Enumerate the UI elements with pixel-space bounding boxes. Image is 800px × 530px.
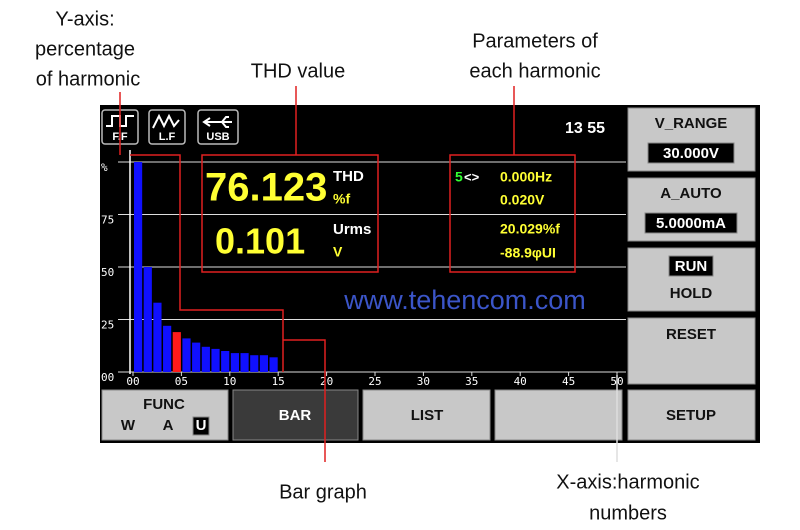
thd-unit: %f (333, 191, 350, 207)
button-value: HOLD (670, 285, 713, 302)
x-tick-label: 45 (562, 375, 575, 388)
bar (172, 332, 181, 372)
annotation: Bar graph (279, 481, 367, 503)
button-label: V_RANGE (655, 115, 728, 132)
button[interactable] (232, 389, 359, 441)
harmonic-arrows: <> (464, 169, 480, 184)
annotation-lines (119, 86, 515, 155)
y-tick-label: % (101, 161, 108, 174)
value-box (668, 255, 714, 277)
harmonic-percent: 20.029%f (500, 221, 560, 237)
option: W (121, 417, 136, 434)
bar (153, 302, 162, 372)
watermark: www.tehencom.com (343, 285, 586, 315)
value-box (647, 142, 735, 164)
x-tick-label: 00 (126, 375, 139, 388)
button-label: LIST (411, 407, 444, 424)
y-tick-label: 25 (101, 319, 114, 332)
thd-label: THD (333, 168, 364, 185)
bar (192, 342, 201, 372)
button-label: RESET (666, 326, 716, 343)
x-tick-label: 40 (514, 375, 527, 388)
x-tick-label: 05 (175, 375, 188, 388)
annotation: percentage (35, 38, 135, 60)
thd-value: 76.123 (205, 166, 327, 210)
button-label: SETUP (666, 407, 716, 424)
bar (134, 162, 143, 372)
side-buttons (627, 107, 756, 441)
button[interactable] (627, 317, 756, 385)
x-tick-label: 35 (465, 375, 478, 388)
icon-label: L.F (159, 131, 176, 143)
rms-unit: V (333, 244, 343, 260)
icon-label: USB (206, 131, 229, 143)
option: A (163, 417, 174, 434)
bar (250, 355, 259, 372)
bottom-buttons (101, 389, 623, 441)
bar (269, 357, 278, 372)
button[interactable] (627, 389, 756, 441)
button[interactable] (362, 389, 491, 441)
bar (240, 353, 249, 372)
bar (259, 355, 269, 372)
y-tick-label: 75 (101, 214, 114, 227)
rms-label: Urms (333, 221, 371, 238)
button-label: A_AUTO (660, 185, 722, 202)
bar (143, 267, 152, 372)
icons (101, 109, 239, 145)
button-label: BAR (279, 407, 312, 424)
harmonic-phase: -88.9φUI (500, 245, 556, 261)
button-label: FUNC (143, 396, 185, 413)
annotation: Y-axis: (55, 8, 114, 30)
annotation: X-axis:harmonic (556, 471, 699, 493)
annotation: of harmonic (36, 68, 141, 90)
bar (201, 346, 210, 372)
button-label: RUN (675, 258, 708, 275)
value-box (192, 416, 210, 436)
option: U (196, 417, 207, 434)
button-value: 30.000V (663, 145, 719, 162)
harmonic-voltage: 0.020V (500, 192, 545, 208)
x-tick-label: 10 (223, 375, 236, 388)
annotation: numbers (589, 502, 667, 524)
y-tick-label: 00 (101, 371, 114, 384)
button-value: 5.0000mA (656, 215, 726, 232)
annotation-frames (130, 154, 576, 462)
harmonic-number: 5 (455, 169, 463, 185)
time: 13 55 (565, 120, 605, 137)
bar (211, 348, 220, 372)
x-tick-label: 20 (320, 375, 333, 388)
value-box (644, 212, 738, 234)
y-tick-label: 50 (101, 266, 114, 279)
rms-value: 0.101 (215, 221, 305, 262)
button[interactable] (494, 389, 623, 441)
bar (230, 353, 239, 372)
x-tick-label: 25 (368, 375, 381, 388)
annotation: THD value (251, 60, 345, 82)
x-tick-label: 30 (417, 375, 430, 388)
bar (221, 351, 230, 372)
annotation: each harmonic (469, 60, 600, 82)
x-tick-label: 15 (272, 375, 285, 388)
bar (163, 325, 172, 372)
harmonic-frequency: 0.000Hz (500, 169, 552, 185)
bar (182, 338, 191, 372)
annotation: Parameters of (472, 30, 598, 52)
